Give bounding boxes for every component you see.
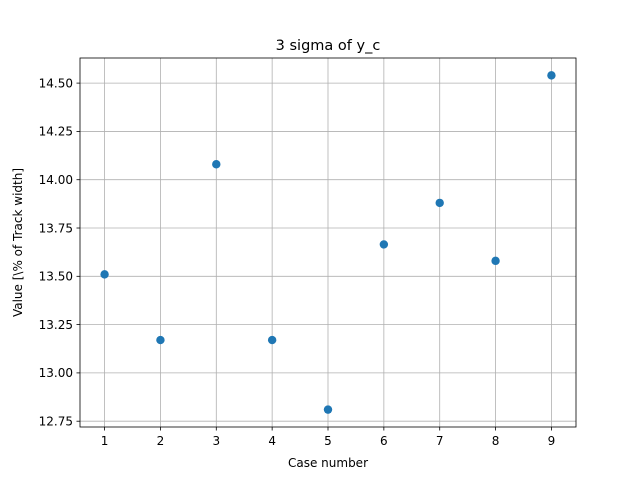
x-tick-label: 4: [268, 434, 276, 448]
data-point: [156, 335, 165, 345]
y-tick-label: 14.00: [39, 173, 73, 187]
x-axis-label: Case number: [288, 456, 368, 470]
y-tick-label: 14.50: [39, 76, 73, 90]
data-point: [323, 405, 333, 414]
data-point: [100, 270, 109, 279]
data-point: [379, 240, 389, 249]
x-tick-label: 3: [212, 434, 220, 448]
y-tick-label: 13.00: [39, 366, 73, 380]
data-point: [491, 256, 500, 266]
x-tick-label: 9: [548, 434, 556, 448]
data-point: [435, 198, 444, 208]
x-tick-label: 2: [157, 434, 165, 448]
x-axis-ticks: 1 2 3 4 5 6 7 8 9: [101, 427, 555, 448]
chart-title: 3 sigma of y_c: [276, 38, 381, 54]
x-tick-label: 8: [492, 434, 500, 448]
y-axis-ticks: 12.75 13.00 13.25 13.50 13.75 14.00 14.25 14.50: [39, 76, 80, 429]
y-tick-label: 13.50: [39, 270, 73, 284]
x-tick-label: 5: [324, 434, 332, 448]
data-point: [267, 335, 277, 345]
y-tick-label: 12.75: [39, 415, 73, 429]
data-points: [100, 71, 556, 414]
y-axis-label: Value [\% of Track width]: [11, 168, 25, 317]
y-tick-label: 13.75: [39, 221, 73, 235]
x-tick-label: 6: [380, 434, 388, 448]
grid-lines: [80, 58, 576, 427]
x-tick-label: 7: [436, 434, 444, 448]
x-tick-label: 1: [101, 434, 109, 448]
y-tick-label: 13.25: [39, 318, 73, 332]
data-point: [212, 160, 221, 169]
y-tick-label: 14.25: [39, 125, 73, 139]
data-point: [547, 71, 556, 80]
